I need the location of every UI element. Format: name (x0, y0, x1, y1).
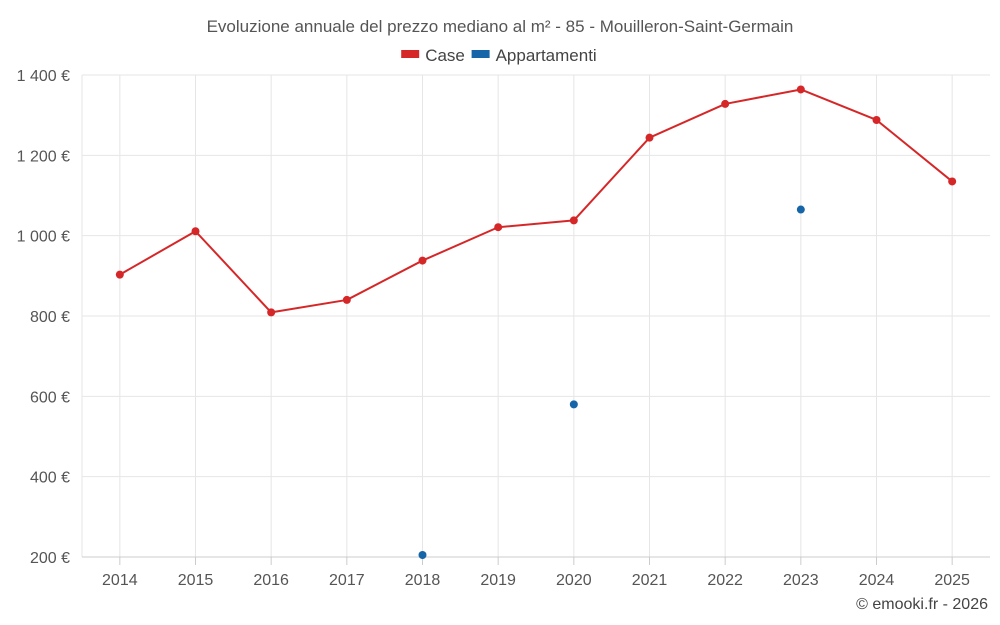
data-point (569, 400, 578, 409)
y-tick-label: 1 000 € (17, 229, 70, 246)
series-case (115, 85, 957, 317)
legend[interactable]: Case Appartamenti (401, 46, 597, 65)
chart-title: Evoluzione annuale del prezzo mediano al… (207, 17, 794, 36)
x-tick-label: 2025 (934, 572, 970, 589)
legend-item-appartamenti[interactable]: Appartamenti (471, 46, 597, 65)
x-tick-label: 2014 (102, 572, 138, 589)
data-point (267, 308, 276, 317)
data-point (796, 205, 805, 214)
credit-text: © emooki.fr - 2026 (856, 596, 988, 613)
y-axis: 200 € 400 € 600 € 800 € 1 000 € 1 200 € 1 400 … (17, 68, 70, 567)
data-point (645, 133, 654, 142)
data-point (115, 270, 124, 279)
x-tick-label: 2017 (329, 572, 365, 589)
x-tick-label: 2022 (707, 572, 743, 589)
x-tick-label: 2021 (632, 572, 668, 589)
legend-swatch (471, 50, 490, 58)
x-tick-label: 2024 (859, 572, 895, 589)
legend-label: Appartamenti (496, 46, 597, 65)
y-tick-label: 200 € (30, 550, 70, 567)
y-tick-label: 400 € (30, 470, 70, 487)
data-point (494, 223, 503, 232)
grid (81, 74, 990, 557)
series-appartamenti (418, 205, 805, 559)
legend-label: Case (425, 46, 465, 65)
y-tick-label: 1 400 € (17, 68, 70, 85)
x-tick-label: 2018 (405, 572, 441, 589)
data-point (342, 295, 351, 304)
data-point (418, 550, 427, 559)
x-axis: 2014 2015 2016 2017 2018 2019 2020 2021 2022 2023… (82, 556, 990, 589)
data-point (796, 85, 805, 94)
data-point (872, 115, 881, 124)
legend-item-case[interactable]: Case (401, 46, 465, 65)
x-tick-label: 2023 (783, 572, 819, 589)
series (115, 85, 957, 559)
x-tick-label: 2016 (253, 572, 289, 589)
y-tick-label: 600 € (30, 389, 70, 406)
data-point (721, 99, 730, 108)
legend-swatch (401, 50, 420, 58)
x-tick-label: 2015 (178, 572, 214, 589)
x-tick-label: 2020 (556, 572, 592, 589)
data-point (191, 227, 200, 236)
series-line-case (119, 88, 953, 314)
data-point (418, 256, 427, 265)
data-point (948, 177, 957, 186)
data-point (569, 216, 578, 225)
y-tick-label: 1 200 € (17, 148, 70, 165)
y-tick-label: 800 € (30, 309, 70, 326)
x-tick-label: 2019 (480, 572, 516, 589)
